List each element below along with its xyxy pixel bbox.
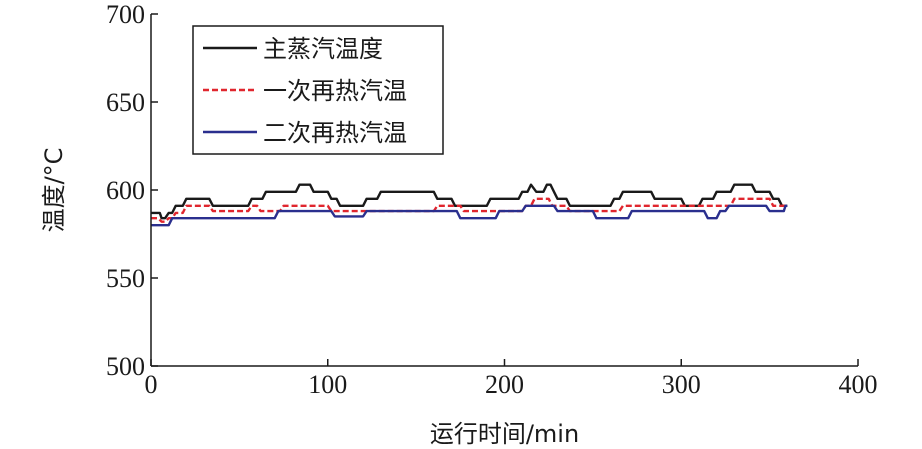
axis-ticks: 500 550 600 650 700 0 100 200 300 400 (106, 0, 878, 399)
y-tick-label: 700 (106, 0, 145, 29)
x-tick-label: 300 (662, 370, 701, 399)
legend-label: 一次再热汽温 (263, 77, 407, 105)
x-axis-label: 运行时间/min (430, 420, 579, 448)
chart-series (151, 183, 788, 227)
legend-label: 主蒸汽温度 (263, 35, 383, 63)
legend-label: 二次再热汽温 (263, 119, 407, 147)
y-tick-label: 550 (106, 264, 145, 293)
x-tick-label: 100 (308, 370, 347, 399)
x-tick-label: 400 (839, 370, 878, 399)
y-axis-label: 温度/°C (40, 148, 68, 233)
x-tick-label: 200 (485, 370, 524, 399)
series-line-1 (151, 183, 788, 220)
series-line-3 (151, 204, 788, 227)
y-tick-label: 650 (106, 88, 145, 117)
series-line-2 (151, 197, 788, 223)
y-tick-label: 600 (106, 176, 145, 205)
y-tick-label: 500 (106, 352, 145, 381)
x-tick-label: 0 (145, 370, 158, 399)
